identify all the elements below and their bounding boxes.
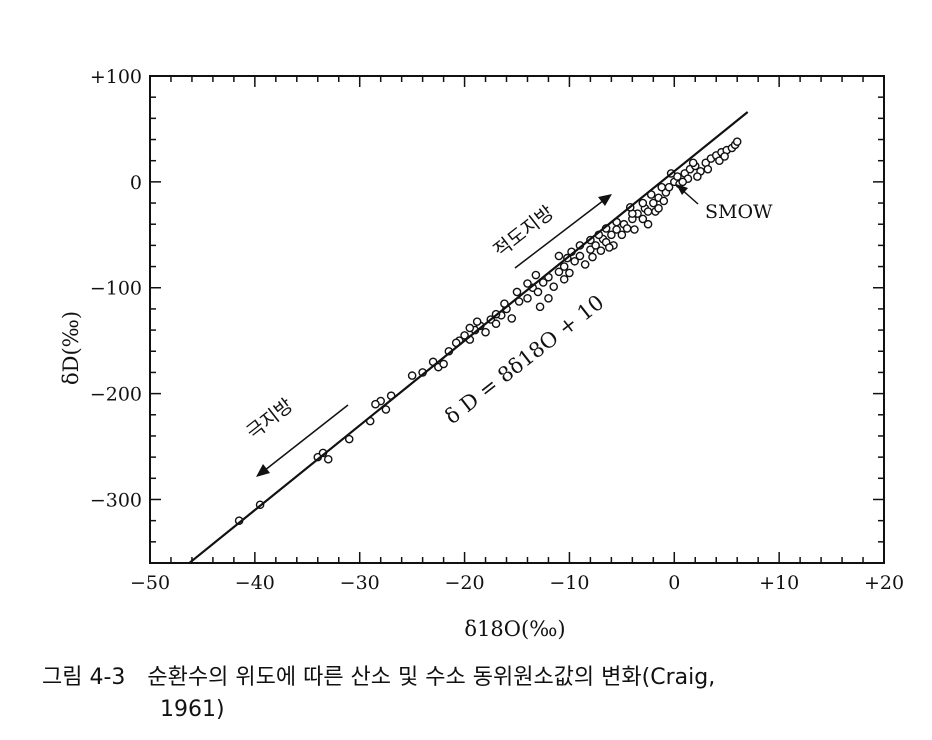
data-point <box>531 270 541 280</box>
data-point <box>559 274 569 284</box>
x-tick-labels: −50 −40 −30 −20 −10 0 +10 +20 <box>130 572 904 594</box>
data-point <box>703 164 713 174</box>
chart: −50 −40 −30 −20 −10 0 +10 +20 +1000−100−200−300… <box>59 66 904 641</box>
y-tick-label: +100 <box>90 66 142 88</box>
data-point <box>607 230 616 240</box>
data-point <box>549 282 559 291</box>
plot-frame <box>149 75 885 564</box>
data-point <box>533 287 543 297</box>
polar-label: 극지방 <box>243 394 298 444</box>
data-point <box>323 454 333 464</box>
data-point <box>559 262 569 271</box>
equator-arrowhead <box>598 194 612 206</box>
y-tick-label: −200 <box>90 384 142 406</box>
data-point <box>732 137 742 146</box>
smow-arrowhead <box>676 184 688 195</box>
data-point <box>630 225 639 234</box>
x-tick-label: 0 <box>668 572 680 594</box>
x-tick-label: +10 <box>759 572 799 594</box>
axis-ticks <box>149 75 885 564</box>
data-point <box>588 252 597 262</box>
y-tick-label: −100 <box>90 278 142 300</box>
polar-arrow <box>259 404 349 475</box>
x-tick-label: −50 <box>130 572 170 594</box>
data-point <box>591 241 600 250</box>
data-point <box>565 268 574 278</box>
data-point <box>617 230 627 240</box>
regression-line <box>188 111 749 565</box>
data-point <box>523 294 532 303</box>
data-point <box>596 246 606 255</box>
data-point <box>638 214 648 224</box>
y-tick-label: 0 <box>130 172 142 194</box>
data-point <box>622 224 632 233</box>
data-point <box>720 152 729 161</box>
data-point <box>344 434 354 444</box>
data-point <box>554 267 564 277</box>
data-point <box>554 251 564 261</box>
x-tick-label: −20 <box>445 572 485 594</box>
data-point <box>649 198 658 208</box>
data-point <box>523 279 532 288</box>
data-point <box>544 294 553 303</box>
smow-label: SMOW <box>705 201 773 223</box>
x-axis-label: δ18O(‰) <box>464 617 565 641</box>
y-tick-label: −300 <box>90 489 142 511</box>
data-point <box>654 204 663 213</box>
y-axis-label: δD(‰) <box>59 311 83 385</box>
y-tick-labels: +100 0 −100 −200 −300 <box>90 66 142 511</box>
data-point <box>580 260 590 269</box>
data-point <box>604 243 614 252</box>
x-tick-label: −30 <box>340 572 380 594</box>
data-point <box>570 256 579 266</box>
data-point <box>538 278 548 287</box>
data-point <box>439 359 448 369</box>
data-point <box>381 405 391 414</box>
x-tick-label: +20 <box>864 572 904 594</box>
x-tick-label: −40 <box>235 572 275 594</box>
data-point <box>693 172 702 181</box>
data-point <box>491 319 501 329</box>
data-point <box>643 219 653 229</box>
data-point <box>465 323 475 333</box>
data-point <box>481 327 490 337</box>
data-point <box>575 251 585 261</box>
data-point <box>659 196 669 206</box>
data-point <box>657 182 667 192</box>
data-point <box>472 317 482 326</box>
data-point <box>638 198 648 208</box>
polar-arrowhead <box>256 464 270 477</box>
data-point <box>688 158 698 168</box>
equation-label: δ D = 8δ18O + 10 <box>440 290 608 429</box>
scatter-series <box>234 137 742 525</box>
caption-number: 그림 4-3 <box>42 665 126 690</box>
data-point <box>507 314 517 323</box>
caption-text: 순환수의 위도에 따른 산소 및 수소 동위원소값의 변화(Craig, <box>147 665 716 690</box>
figure-caption: 그림 4-3 순환수의 위도에 따른 산소 및 수소 동위원소값의 변화(Crai… <box>42 662 922 726</box>
data-point <box>643 207 653 216</box>
data-point <box>535 302 545 312</box>
x-tick-label: −10 <box>549 572 589 594</box>
equator-label: 적도지방 <box>490 202 559 262</box>
data-point <box>512 287 522 297</box>
data-point <box>407 371 417 380</box>
caption-text-2: 1961) <box>160 697 225 722</box>
data-point <box>678 177 687 187</box>
data-point <box>371 399 380 409</box>
equator-arrow <box>514 196 609 269</box>
